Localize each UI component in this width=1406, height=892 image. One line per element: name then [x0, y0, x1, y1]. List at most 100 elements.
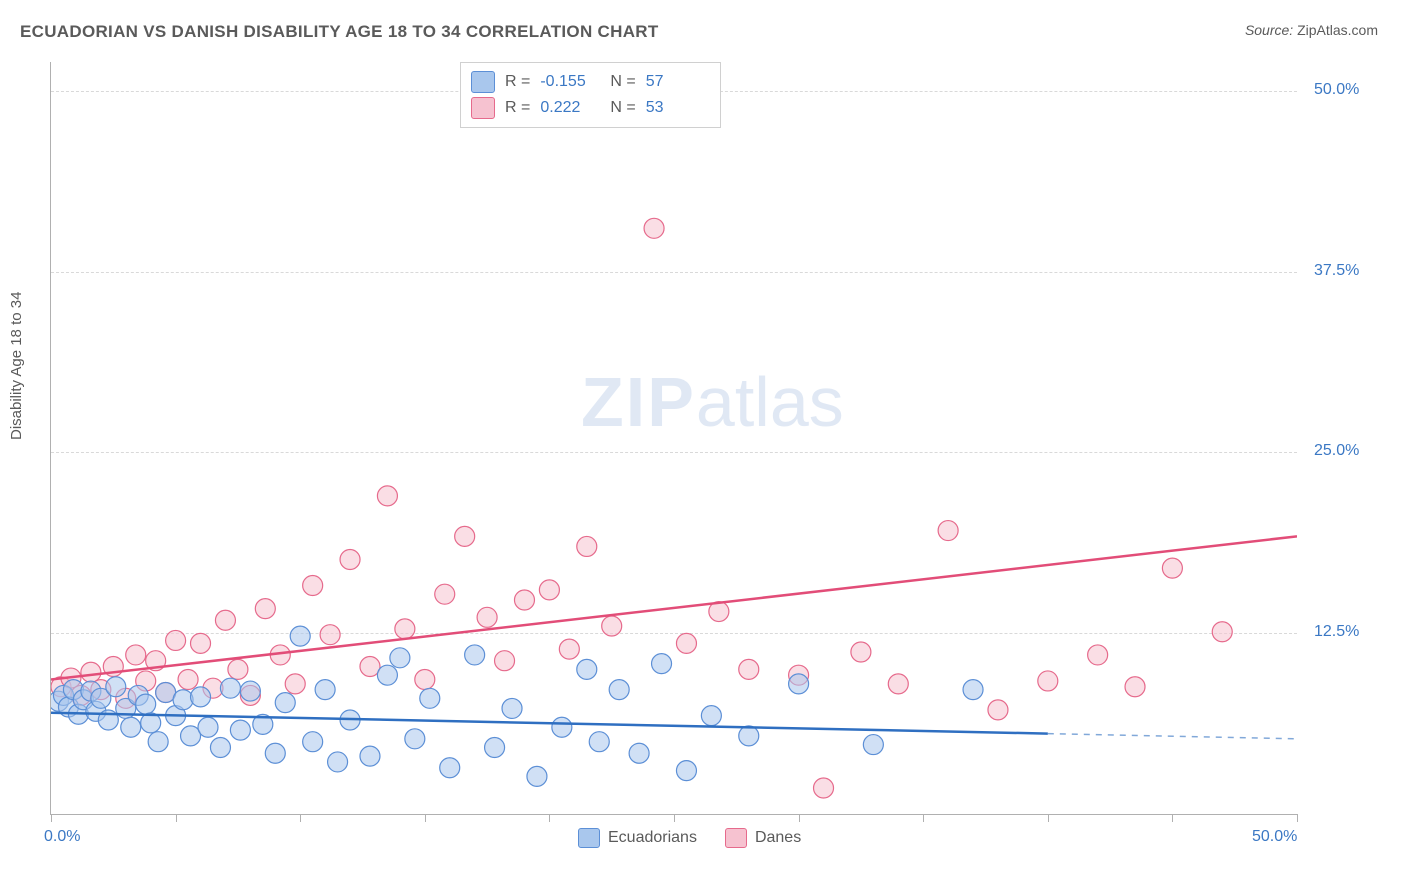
scatter-point: [502, 698, 522, 718]
scatter-point: [440, 758, 460, 778]
scatter-point: [360, 746, 380, 766]
chart-title: ECUADORIAN VS DANISH DISABILITY AGE 18 T…: [20, 22, 659, 42]
scatter-point: [963, 680, 983, 700]
legend-n-value: 57: [646, 73, 706, 91]
scatter-point: [477, 607, 497, 627]
scatter-point: [275, 693, 295, 713]
scatter-point: [415, 670, 435, 690]
scatter-point: [148, 732, 168, 752]
scatter-point: [340, 549, 360, 569]
y-tick-label: 12.5%: [1314, 623, 1359, 641]
scatter-point: [377, 665, 397, 685]
scatter-point: [602, 616, 622, 636]
scatter-point: [739, 726, 759, 746]
scatter-point: [888, 674, 908, 694]
scatter-point: [136, 694, 156, 714]
scatter-point: [215, 610, 235, 630]
scatter-point: [240, 681, 260, 701]
legend-swatch-danes: [471, 97, 495, 119]
legend-stats: R = -0.155 N = 57 R = 0.222 N = 53: [460, 62, 721, 128]
scatter-point: [420, 688, 440, 708]
scatter-point: [676, 761, 696, 781]
scatter-point: [106, 677, 126, 697]
scatter-point: [559, 639, 579, 659]
scatter-point: [255, 599, 275, 619]
scatter-point: [789, 674, 809, 694]
legend-r-value: 0.222: [540, 99, 600, 117]
scatter-point: [166, 630, 186, 650]
legend-item: Danes: [725, 828, 801, 848]
y-tick-label: 25.0%: [1314, 442, 1359, 460]
legend-swatch-danes: [725, 828, 747, 848]
scatter-point: [577, 659, 597, 679]
scatter-point: [303, 732, 323, 752]
regression-line-dashed: [1048, 734, 1297, 739]
source-name: ZipAtlas.com: [1297, 22, 1378, 38]
scatter-point: [609, 680, 629, 700]
scatter-point: [629, 743, 649, 763]
scatter-point: [126, 645, 146, 665]
scatter-point: [739, 659, 759, 679]
scatter-point: [121, 717, 141, 737]
scatter-point: [315, 680, 335, 700]
scatter-point: [290, 626, 310, 646]
legend-n-label: N =: [610, 73, 635, 91]
legend-r-value: -0.155: [540, 73, 600, 91]
scatter-point: [1088, 645, 1108, 665]
scatter-point: [320, 625, 340, 645]
scatter-point: [485, 737, 505, 757]
legend-series: Ecuadorians Danes: [578, 828, 801, 848]
scatter-point: [577, 536, 597, 556]
scatter-point: [527, 766, 547, 786]
x-tick-label: 50.0%: [1252, 828, 1297, 846]
y-axis-label: Disability Age 18 to 34: [8, 292, 25, 440]
legend-stats-row: R = -0.155 N = 57: [471, 69, 706, 95]
scatter-point: [220, 678, 240, 698]
scatter-point: [652, 654, 672, 674]
scatter-point: [210, 737, 230, 757]
scatter-svg: [51, 62, 1297, 814]
scatter-point: [465, 645, 485, 665]
scatter-point: [863, 735, 883, 755]
scatter-point: [230, 720, 250, 740]
scatter-point: [701, 706, 721, 726]
scatter-point: [178, 670, 198, 690]
scatter-point: [395, 619, 415, 639]
legend-r-label: R =: [505, 99, 530, 117]
scatter-point: [539, 580, 559, 600]
plot-area: ZIPatlas: [50, 62, 1297, 815]
scatter-point: [390, 648, 410, 668]
scatter-point: [173, 690, 193, 710]
legend-swatch-ecuadorians: [578, 828, 600, 848]
scatter-point: [435, 584, 455, 604]
scatter-point: [228, 659, 248, 679]
scatter-point: [285, 674, 305, 694]
scatter-point: [851, 642, 871, 662]
scatter-point: [676, 633, 696, 653]
scatter-point: [81, 662, 101, 682]
regression-line: [51, 536, 1297, 679]
scatter-point: [644, 218, 664, 238]
scatter-point: [495, 651, 515, 671]
legend-n-value: 53: [646, 99, 706, 117]
legend-n-label: N =: [610, 99, 635, 117]
scatter-point: [552, 717, 572, 737]
scatter-point: [814, 778, 834, 798]
scatter-point: [377, 486, 397, 506]
legend-label: Danes: [755, 829, 801, 846]
legend-r-label: R =: [505, 73, 530, 91]
legend-item: Ecuadorians: [578, 828, 697, 848]
legend-stats-row: R = 0.222 N = 53: [471, 95, 706, 121]
scatter-point: [191, 633, 211, 653]
scatter-point: [1162, 558, 1182, 578]
scatter-point: [1212, 622, 1232, 642]
scatter-point: [1125, 677, 1145, 697]
scatter-point: [1038, 671, 1058, 691]
scatter-point: [938, 521, 958, 541]
scatter-point: [303, 576, 323, 596]
y-tick-label: 37.5%: [1314, 262, 1359, 280]
scatter-point: [589, 732, 609, 752]
scatter-point: [455, 526, 475, 546]
scatter-point: [514, 590, 534, 610]
legend-swatch-ecuadorians: [471, 71, 495, 93]
